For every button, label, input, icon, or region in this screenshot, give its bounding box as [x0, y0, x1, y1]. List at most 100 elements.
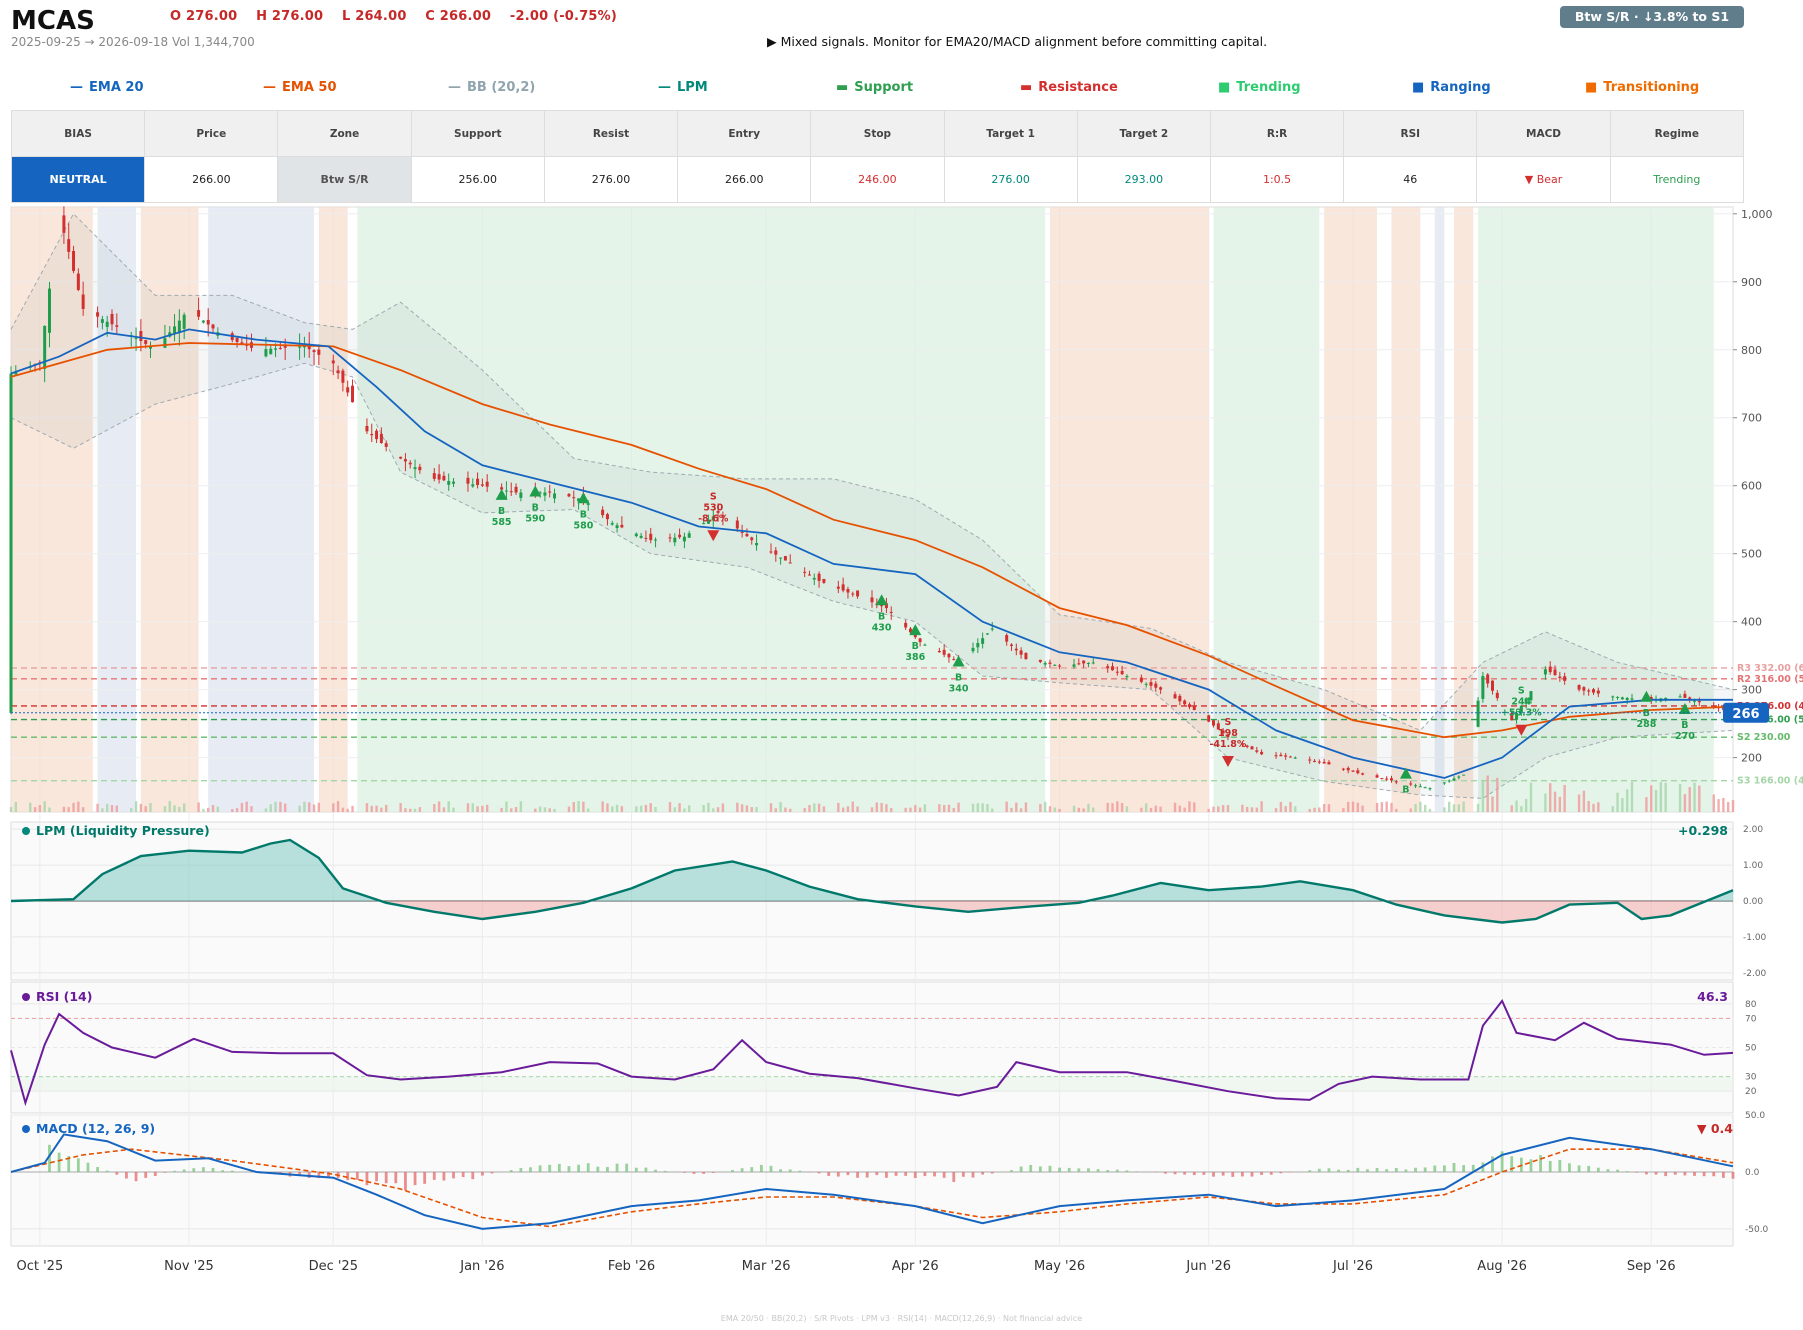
legend-swatch-icon: ■	[1412, 80, 1425, 95]
volume-bar	[914, 805, 917, 812]
macd-histogram-bar	[1683, 1171, 1687, 1176]
candle-body	[1313, 760, 1317, 762]
volume-bar	[1188, 801, 1191, 812]
candle-body	[740, 532, 744, 534]
volume-bar	[365, 803, 369, 812]
volume-bar	[817, 803, 821, 812]
signal-side-label: S	[710, 491, 717, 502]
volume-bar	[14, 801, 18, 812]
volume-bar	[904, 807, 907, 812]
candle-body	[269, 348, 273, 355]
candle-body	[673, 537, 677, 543]
volume-bar	[1106, 802, 1109, 812]
volume-bar	[1221, 805, 1225, 812]
candle-body	[100, 319, 104, 323]
ticker-symbol: MCAS	[11, 6, 95, 36]
candle-body	[1553, 669, 1557, 676]
volume-bar	[471, 803, 474, 812]
signal-side-label: B	[532, 503, 539, 514]
volume-bar	[1549, 783, 1552, 812]
macd-histogram-bar	[211, 1167, 215, 1172]
lpm-tick-label: -1.00	[1743, 933, 1767, 943]
candle-body	[148, 346, 152, 349]
macd-histogram-bar	[750, 1167, 754, 1172]
macd-histogram-bar	[1471, 1164, 1475, 1172]
candle-body	[144, 340, 148, 344]
macd-tick-label: -50.0	[1745, 1225, 1769, 1235]
candle-body	[514, 486, 518, 493]
volume-bar	[1178, 805, 1182, 812]
volume-bar	[942, 804, 946, 812]
volume-bar	[1654, 789, 1658, 812]
candle-body	[870, 597, 874, 603]
sell-signal-icon	[1515, 724, 1528, 736]
volume-bar	[1693, 782, 1696, 812]
volume-bar	[837, 802, 840, 812]
macd-histogram-bar	[115, 1171, 119, 1175]
header: MCAS O 276.00 H 276.00 L 264.00 C 266.00…	[0, 0, 1803, 105]
bollinger-band-fill	[11, 213, 1733, 799]
volume-bar	[250, 806, 253, 812]
candle-body	[365, 425, 369, 432]
volume-bar	[1712, 794, 1715, 812]
volume-bar	[1015, 802, 1018, 812]
candle-body	[918, 638, 922, 643]
volume-bar	[702, 805, 705, 812]
candle-body	[437, 474, 441, 480]
macd-histogram-bar	[375, 1171, 378, 1182]
last-price-tag	[1723, 702, 1769, 723]
candle-body	[1495, 692, 1499, 699]
legend: — EMA 20 — EMA 50 — BB (20,2) — LPM ▬ Support ▬ Res…	[0, 80, 1803, 100]
candle-body	[1154, 683, 1158, 688]
volume-bar	[1563, 784, 1566, 812]
macd-last-value: ▼ 0.4	[1697, 1121, 1733, 1136]
candle-body	[341, 370, 345, 383]
candle-body	[1255, 750, 1259, 752]
macd-histogram-bar	[596, 1166, 600, 1172]
candle-body	[601, 509, 605, 516]
candle-body	[1442, 782, 1446, 784]
signal-side-label: B	[912, 641, 919, 652]
macd-histogram-bar	[933, 1171, 936, 1177]
volume-bar	[938, 804, 941, 812]
volume-bar	[317, 802, 321, 812]
candle-body	[1308, 759, 1312, 761]
macd-histogram-bar	[1702, 1171, 1706, 1177]
signal-side-label: B	[1643, 708, 1650, 719]
candle-body	[245, 344, 249, 346]
candle-body	[1351, 770, 1355, 772]
volume-bar	[856, 806, 859, 812]
rsi-tick-label: 20	[1745, 1087, 1757, 1097]
volume-bar	[808, 805, 811, 812]
volume-bar	[803, 808, 806, 812]
legend-label: Resistance	[1038, 80, 1118, 95]
candle-body	[553, 493, 557, 499]
macd-histogram-bar	[567, 1166, 571, 1172]
volume-bar	[1039, 804, 1042, 812]
macd-histogram-bar	[1568, 1163, 1571, 1172]
volume-bar	[1173, 802, 1177, 812]
volume-bar	[1452, 804, 1456, 812]
volume-bar	[81, 807, 85, 812]
volume-bar	[615, 804, 619, 812]
volume-bar	[683, 808, 686, 812]
volume-bar	[1486, 775, 1489, 812]
volume-bar	[538, 806, 542, 812]
sr-status-badge: Btw S/R · ↓3.8% to S1	[1560, 6, 1744, 28]
candle-body	[399, 456, 403, 459]
open-value: O 276.00	[170, 9, 238, 24]
candle-body	[139, 331, 143, 342]
volume-bar	[341, 807, 345, 812]
volume-bar	[312, 804, 316, 812]
macd-histogram-bar	[182, 1169, 186, 1172]
volume-bar	[1356, 802, 1360, 812]
macd-histogram-bar	[1337, 1169, 1340, 1172]
price-tick-label: 800	[1741, 344, 1762, 357]
summary-header-row: BIAS Price Zone Support Resist Entry Stop Targe…	[10, 110, 1745, 157]
buy-signal-icon	[1640, 690, 1653, 702]
volume-bar	[1587, 800, 1590, 812]
macd-histogram-bar	[423, 1171, 427, 1184]
candle-body	[1019, 650, 1023, 655]
candle-body	[1279, 754, 1283, 757]
volume-bar	[346, 808, 349, 812]
